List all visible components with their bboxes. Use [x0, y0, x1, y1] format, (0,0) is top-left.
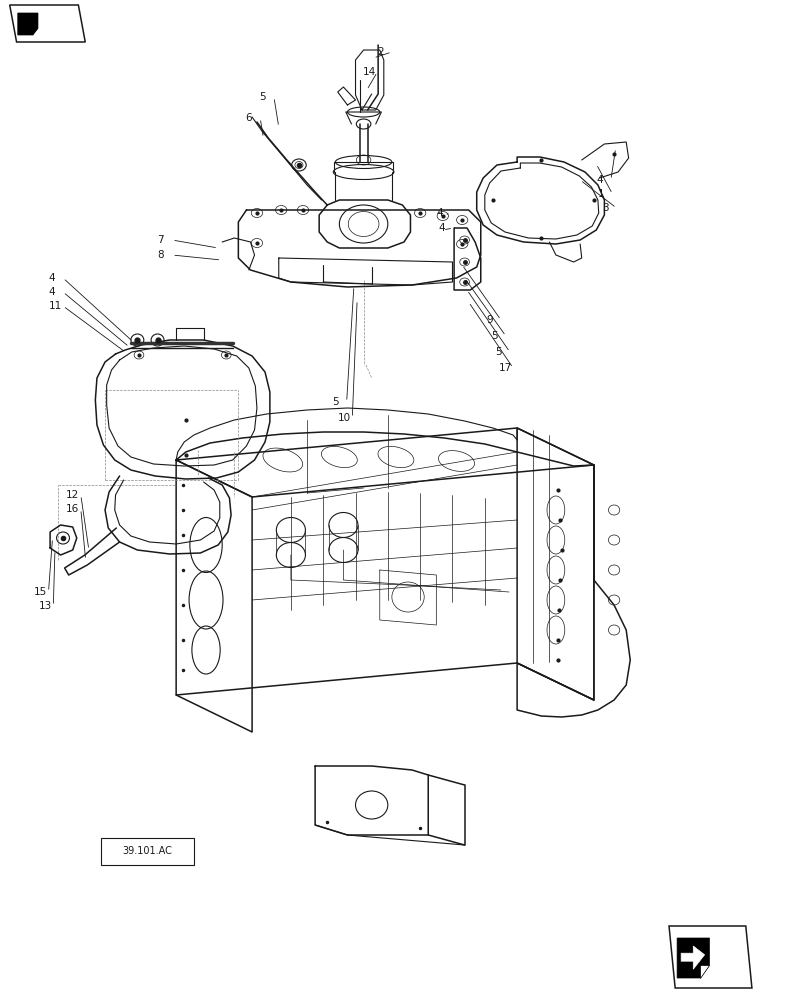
Text: 5: 5	[491, 331, 498, 341]
Polygon shape	[10, 5, 86, 42]
Text: 12: 12	[66, 490, 79, 500]
Text: 14: 14	[363, 67, 376, 77]
Text: 2: 2	[377, 47, 384, 57]
Text: 13: 13	[39, 601, 52, 611]
Text: 4: 4	[439, 223, 445, 233]
Text: 4: 4	[48, 287, 55, 297]
Polygon shape	[669, 926, 752, 988]
Text: 16: 16	[66, 504, 79, 514]
Text: 4: 4	[596, 175, 603, 185]
Bar	[101, 838, 194, 865]
Polygon shape	[681, 946, 705, 969]
Polygon shape	[18, 13, 38, 35]
Polygon shape	[677, 938, 709, 978]
Text: 15: 15	[34, 587, 47, 597]
Text: 9: 9	[486, 315, 493, 325]
Text: 8: 8	[158, 250, 164, 260]
Text: 11: 11	[48, 301, 61, 311]
Text: 3: 3	[602, 203, 608, 213]
Text: 1: 1	[598, 189, 604, 199]
Text: 5: 5	[332, 397, 339, 407]
Text: 6: 6	[246, 113, 252, 123]
Text: 5: 5	[259, 92, 266, 102]
Text: 4: 4	[436, 208, 443, 218]
Text: 5: 5	[495, 347, 502, 357]
Text: 7: 7	[158, 235, 164, 245]
Polygon shape	[701, 965, 709, 978]
Text: 39.101.AC: 39.101.AC	[123, 846, 172, 856]
Text: 17: 17	[499, 363, 511, 373]
Text: 4: 4	[48, 273, 55, 283]
Text: 10: 10	[338, 413, 351, 423]
